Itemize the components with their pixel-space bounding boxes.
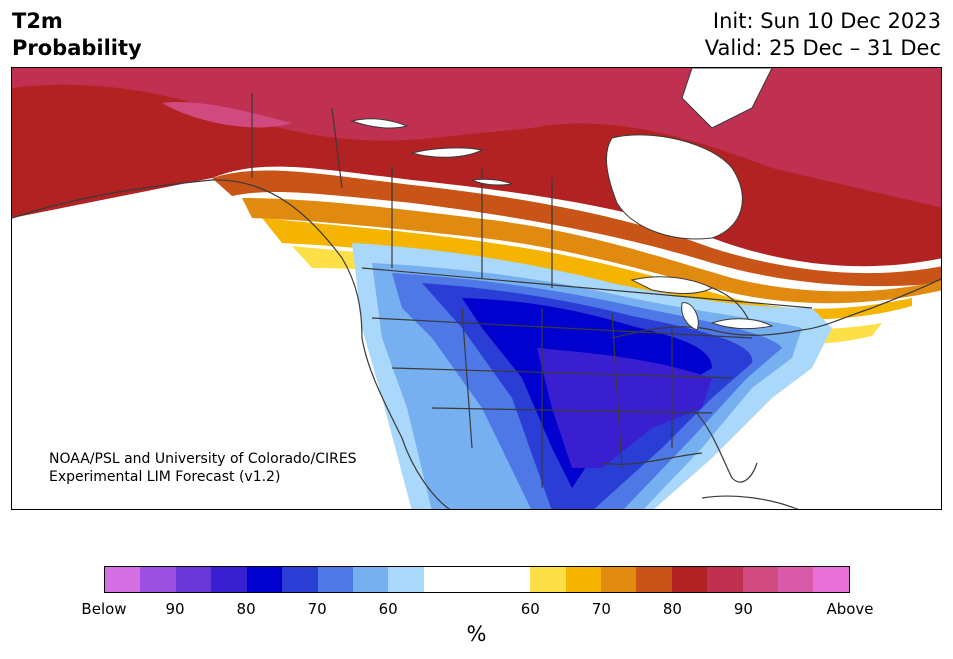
hudson-bay [606,134,743,240]
colorbar-below-5 [282,567,318,592]
colorbar-labels: Below 90 80 70 60 60 70 80 90 Above [81,600,873,618]
chart-title-left: T2m Probability [12,8,142,62]
colorbar-tick-label: 60 [378,600,398,618]
map-panel [11,67,942,510]
great-lakes [350,118,774,331]
data-credit: NOAA/PSL and University of Colorado/CIRE… [49,450,357,486]
colorbar-neutral [423,567,531,592]
above-band-75 [212,170,941,287]
below-band-85 [537,348,712,468]
colorbar-tick-label: Above [826,600,874,618]
colorbar-below-3 [211,567,247,592]
title-variable: T2m [12,9,63,33]
colorbar-unit: % [466,622,487,646]
colorbar-tick-label: Below [81,600,127,618]
credit-line-1: NOAA/PSL and University of Colorado/CIRE… [49,451,357,467]
colorbar-above-4 [671,567,708,592]
colorbar-tick-label: 80 [236,600,256,618]
arctic-water [681,68,773,129]
forecast-map [12,68,941,509]
colorbar-tick-label: 70 [307,600,327,618]
colorbar-above-7 [778,567,814,592]
colorbar-above-3 [636,567,672,592]
chart-title-right: Init: Sun 10 Dec 2023 Valid: 25 Dec – 31… [705,8,941,62]
colorbar-above-1 [565,567,601,592]
colorbar-below-6 [317,567,353,592]
init-date: Init: Sun 10 Dec 2023 [712,9,941,33]
colorbar-below-0 [105,567,141,592]
above-band-70 [242,198,941,304]
colorbar-above-0 [530,567,566,592]
colorbar-below-4 [246,567,283,592]
colorbar-tick-label: 80 [662,600,682,618]
colorbar-tick-label: 60 [520,600,540,618]
colorbar-below-8 [388,567,424,592]
above-band-90 [162,102,292,128]
colorbar [104,566,850,593]
colorbar-tick-label: 70 [591,600,611,618]
colorbar-above-2 [600,567,637,592]
colorbar-above-5 [707,567,743,592]
credit-line-2: Experimental LIM Forecast (v1.2) [49,469,281,485]
colorbar-tick-label: 90 [733,600,753,618]
title-product: Probability [12,36,142,60]
above-band-65 [262,218,912,320]
coastlines [12,93,941,509]
colorbar-below-7 [352,567,389,592]
colorbar-above-8 [813,567,849,592]
colorbar-tick-label: 90 [165,600,185,618]
valid-range: Valid: 25 Dec – 31 Dec [704,36,941,60]
colorbar-below-2 [175,567,212,592]
colorbar-above-6 [742,567,779,592]
colorbar-below-1 [140,567,176,592]
